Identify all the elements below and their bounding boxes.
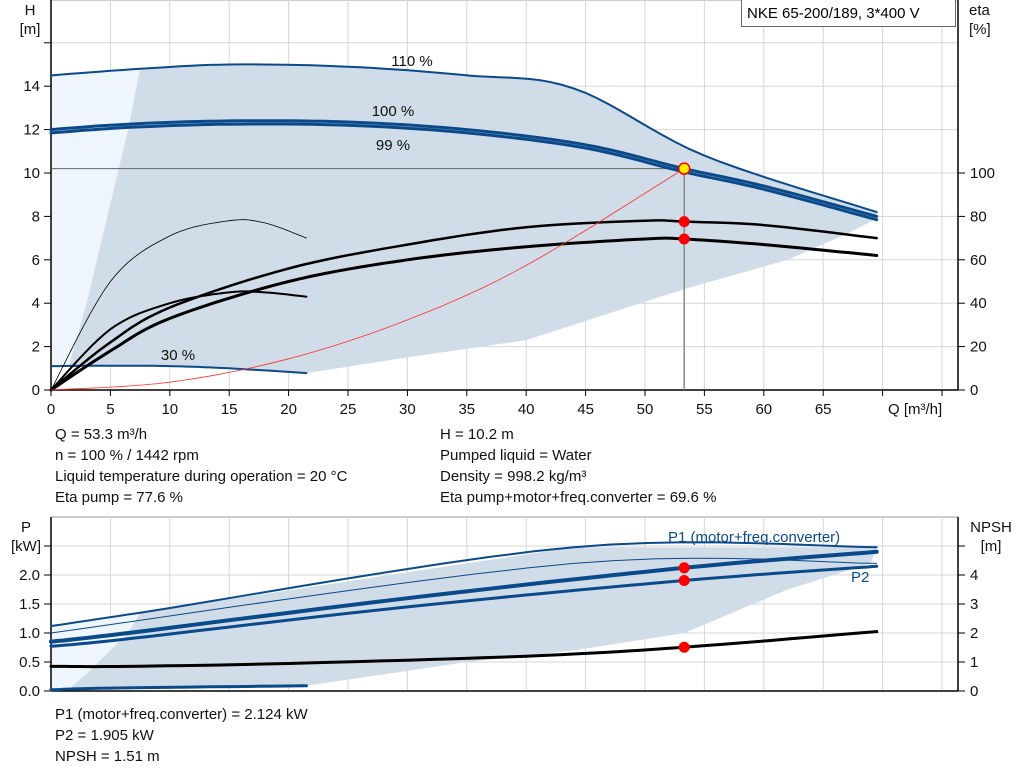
info-h: H = 10.2 m xyxy=(440,426,514,443)
info-left: Q = 53.3 m³/h n = 100 % / 1442 rpm Liqui… xyxy=(55,424,347,508)
q-tick-label: 60 xyxy=(755,401,772,418)
info-right: H = 10.2 m Pumped liquid = Water Density… xyxy=(440,424,716,508)
eta-axis-label: eta xyxy=(969,2,991,19)
p-tick-label: 0.5 xyxy=(19,654,40,671)
legend-p2: P2 xyxy=(851,569,869,586)
p-tick-label: 0.0 xyxy=(19,683,40,700)
eta-tick-label: 80 xyxy=(970,208,987,225)
speed-label: 100 % xyxy=(372,103,415,120)
npsh-marker xyxy=(678,641,690,653)
info-liquid: Pumped liquid = Water xyxy=(440,447,592,464)
q-tick-label: 45 xyxy=(577,401,594,418)
q-tick-label: 0 xyxy=(47,401,55,418)
eta-tick-label: 40 xyxy=(970,295,987,312)
p-axis-label: P xyxy=(21,519,31,536)
curve-99 xyxy=(49,122,879,222)
curve-eta-7 xyxy=(50,219,307,391)
info-q: Q = 53.3 m³/h xyxy=(55,426,148,443)
speed-label: 30 % xyxy=(161,347,195,364)
q-tick-label: 35 xyxy=(458,401,475,418)
npsh-axis-label: NPSH xyxy=(970,519,1012,536)
q-tick-label: 40 xyxy=(518,401,535,418)
q-tick-label: 20 xyxy=(280,401,297,418)
operating-area-light xyxy=(51,68,141,367)
h-tick-label: 12 xyxy=(23,122,40,139)
npsh-tick-label: 4 xyxy=(970,567,978,584)
h-tick-label: 8 xyxy=(32,208,40,225)
eta-tick-label: 20 xyxy=(970,339,987,356)
h-axis-label: H xyxy=(25,2,36,19)
speed-label: 110 % xyxy=(391,53,432,70)
info-density: Density = 998.2 kg/m³ xyxy=(440,468,587,485)
h-tick-label: 6 xyxy=(32,252,40,269)
title-box: NKE 65-200/189, 3*400 V xyxy=(741,0,956,27)
legend-p1: P1 (motor+freq.converter) xyxy=(668,529,840,546)
info-eta-pump: Eta pump = 77.6 % xyxy=(55,489,183,506)
npsh-tick-label: 1 xyxy=(970,654,978,671)
npsh-tick-label: 0 xyxy=(970,683,978,700)
info-bottom: P1 (motor+freq.converter) = 2.124 kW P2 … xyxy=(55,704,308,767)
info-n: n = 100 % / 1442 rpm xyxy=(55,447,199,464)
power-curve-3 xyxy=(49,564,879,648)
power-curve-0 xyxy=(50,541,878,627)
operating-area xyxy=(68,64,877,374)
speed-label: 99 % xyxy=(376,137,410,154)
q-axis-label: Q [m³/h] xyxy=(888,401,942,418)
power-curve-5 xyxy=(49,684,308,692)
p-tick-label: 1.0 xyxy=(19,625,40,642)
info-p2: P2 = 1.905 kW xyxy=(55,727,154,744)
npsh-axis-label: [m] xyxy=(981,538,1002,555)
info-npsh: NPSH = 1.51 m xyxy=(55,748,160,765)
q-tick-label: 55 xyxy=(696,401,713,418)
q-tick-label: 50 xyxy=(637,401,654,418)
curve-110 xyxy=(50,63,878,214)
q-tick-label: 65 xyxy=(815,401,832,418)
q-tick-label: 15 xyxy=(221,401,238,418)
q-tick-label: 25 xyxy=(340,401,357,418)
p-tick-label: 1.5 xyxy=(19,596,40,613)
npsh-tick-label: 2 xyxy=(970,625,978,642)
curve-100 xyxy=(49,119,879,218)
p2-marker xyxy=(678,575,690,587)
eta-tick-label: 100 xyxy=(970,165,995,182)
info-temp: Liquid temperature during operation = 20… xyxy=(55,468,348,485)
eta-total-marker xyxy=(678,233,690,245)
eta-axis-label: [%] xyxy=(969,21,991,38)
eta-pump-marker xyxy=(678,216,690,228)
q-tick-label: 30 xyxy=(399,401,416,418)
curve-eta-6 xyxy=(50,290,308,391)
curve-system xyxy=(50,168,685,391)
q-tick-label: 5 xyxy=(106,401,114,418)
power-curve-2 xyxy=(49,549,879,644)
npsh-tick-label: 3 xyxy=(970,596,978,613)
h-tick-label: 10 xyxy=(23,165,40,182)
info-p1: P1 (motor+freq.converter) = 2.124 kW xyxy=(55,706,308,723)
duty-point-marker xyxy=(677,162,691,175)
h-tick-label: 4 xyxy=(32,295,40,312)
q-tick-label: 10 xyxy=(161,401,178,418)
h-tick-label: 2 xyxy=(32,339,40,356)
curve-eta-5 xyxy=(49,236,879,392)
info-eta-total: Eta pump+motor+freq.converter = 69.6 % xyxy=(440,489,717,506)
h-tick-label: 0 xyxy=(32,382,40,399)
curve-eta-4 xyxy=(49,219,878,392)
eta-tick-label: 60 xyxy=(970,252,987,269)
p-tick-label: 2.0 xyxy=(19,567,40,584)
power-curve-4 xyxy=(49,630,879,669)
p1-marker xyxy=(678,562,690,574)
h-axis-label: [m] xyxy=(20,21,41,38)
p-axis-label: [kW] xyxy=(11,538,41,555)
eta-tick-label: 0 xyxy=(970,382,978,399)
power-curve-1 xyxy=(50,557,878,634)
h-tick-label: 14 xyxy=(23,78,40,95)
